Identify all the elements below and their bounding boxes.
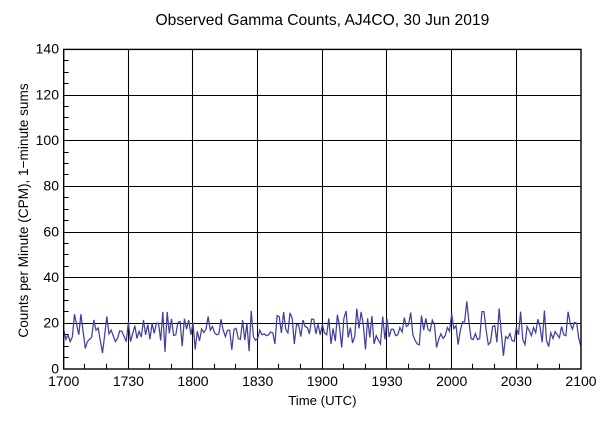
svg-text:0: 0: [51, 360, 59, 376]
svg-text:20: 20: [43, 315, 59, 331]
svg-text:Observed Gamma Counts, AJ4CO,: Observed Gamma Counts, AJ4CO, 30 Jun 201…: [156, 12, 490, 29]
svg-text:40: 40: [43, 269, 59, 285]
svg-text:1730: 1730: [113, 373, 144, 389]
svg-text:1930: 1930: [371, 373, 402, 389]
svg-text:80: 80: [43, 178, 59, 194]
svg-text:1900: 1900: [307, 373, 338, 389]
svg-text:1700: 1700: [48, 373, 79, 389]
svg-text:Counts per Minute (CPM), 1−min: Counts per Minute (CPM), 1−minute sums: [16, 83, 31, 337]
svg-text:1800: 1800: [177, 373, 208, 389]
svg-text:60: 60: [43, 223, 59, 239]
svg-text:120: 120: [36, 86, 60, 102]
svg-text:100: 100: [36, 132, 60, 148]
svg-text:Time (UTC): Time (UTC): [288, 393, 356, 408]
svg-text:140: 140: [36, 41, 60, 57]
svg-text:2030: 2030: [501, 373, 532, 389]
svg-text:2000: 2000: [436, 373, 467, 389]
svg-text:2100: 2100: [565, 373, 596, 389]
svg-text:1830: 1830: [242, 373, 273, 389]
